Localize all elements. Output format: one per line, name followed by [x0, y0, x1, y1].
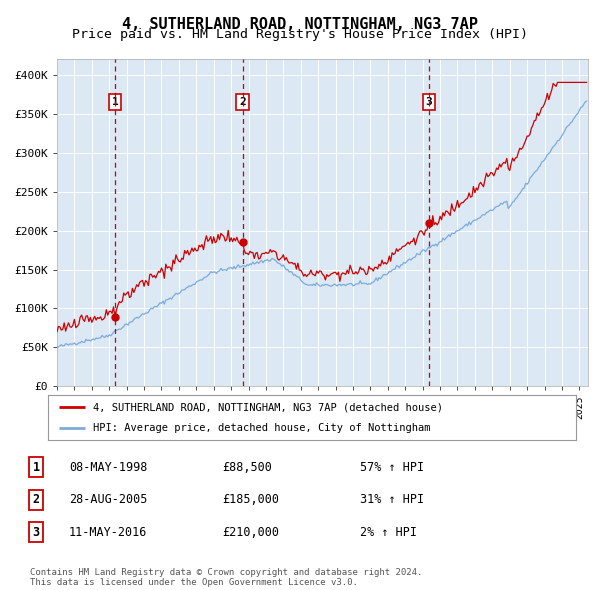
Text: HPI: Average price, detached house, City of Nottingham: HPI: Average price, detached house, City… [93, 424, 430, 434]
Text: 2% ↑ HPI: 2% ↑ HPI [360, 526, 417, 539]
Text: 11-MAY-2016: 11-MAY-2016 [69, 526, 148, 539]
Text: £210,000: £210,000 [222, 526, 279, 539]
Text: 4, SUTHERLAND ROAD, NOTTINGHAM, NG3 7AP (detached house): 4, SUTHERLAND ROAD, NOTTINGHAM, NG3 7AP … [93, 402, 443, 412]
Text: 1: 1 [112, 97, 119, 107]
Text: 57% ↑ HPI: 57% ↑ HPI [360, 461, 424, 474]
Text: 3: 3 [32, 526, 40, 539]
Text: 4, SUTHERLAND ROAD, NOTTINGHAM, NG3 7AP: 4, SUTHERLAND ROAD, NOTTINGHAM, NG3 7AP [122, 17, 478, 31]
Text: Contains HM Land Registry data © Crown copyright and database right 2024.
This d: Contains HM Land Registry data © Crown c… [30, 568, 422, 587]
Text: 3: 3 [425, 97, 432, 107]
Text: £185,000: £185,000 [222, 493, 279, 506]
Text: 08-MAY-1998: 08-MAY-1998 [69, 461, 148, 474]
Text: 28-AUG-2005: 28-AUG-2005 [69, 493, 148, 506]
Text: 2: 2 [32, 493, 40, 506]
Text: 31% ↑ HPI: 31% ↑ HPI [360, 493, 424, 506]
Text: £88,500: £88,500 [222, 461, 272, 474]
Text: 1: 1 [32, 461, 40, 474]
Text: Price paid vs. HM Land Registry's House Price Index (HPI): Price paid vs. HM Land Registry's House … [72, 28, 528, 41]
Text: 2: 2 [239, 97, 246, 107]
